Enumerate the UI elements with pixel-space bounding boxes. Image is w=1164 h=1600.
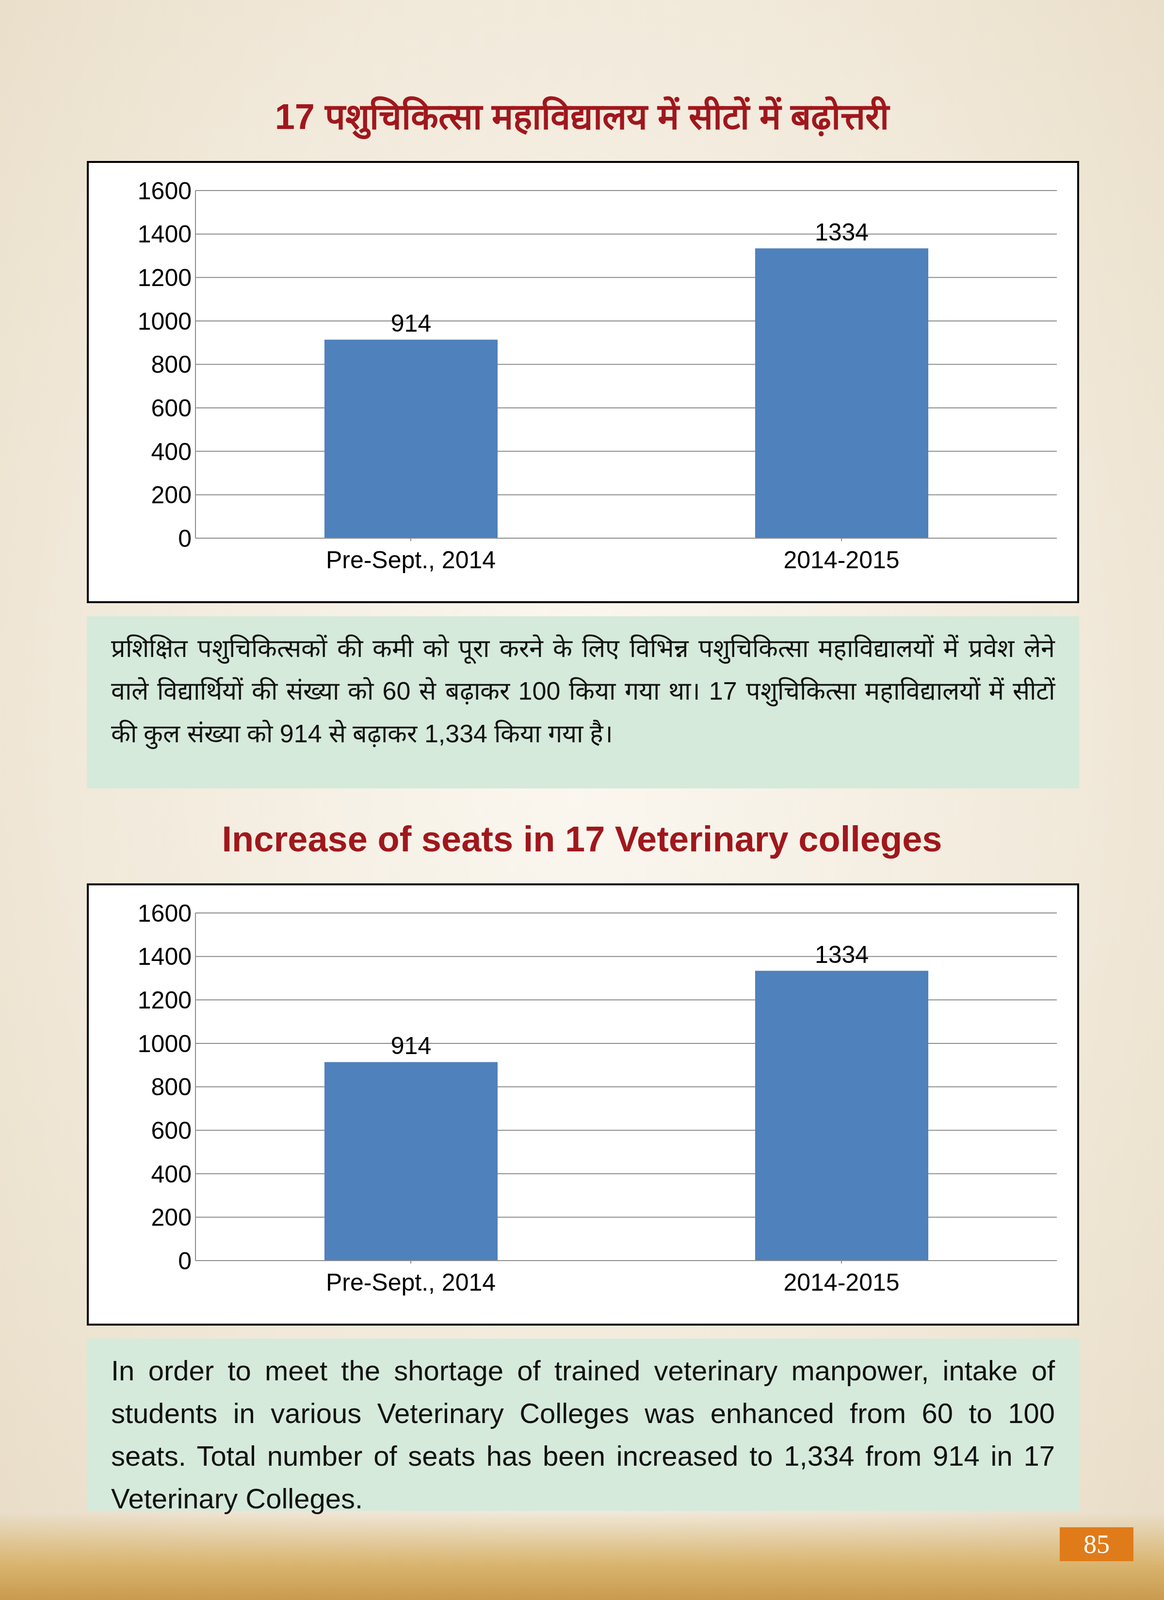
svg-text:1600: 1600 bbox=[137, 177, 192, 205]
svg-text:1000: 1000 bbox=[137, 1030, 192, 1058]
svg-text:0: 0 bbox=[177, 1247, 192, 1276]
html-text:In order to meet the shortage: In order to meet the shortage of trained… bbox=[111, 1355, 1055, 1515]
html-text:प्रशिक्षित पशुचिकित्सकों की कम: प्रशिक्षित पशुचिकित्सकों की कमी को पूरा … bbox=[111, 634, 1055, 748]
svg-text:914: 914 bbox=[390, 309, 432, 338]
svg-text:600: 600 bbox=[151, 1117, 192, 1145]
svg-text:200: 200 bbox=[151, 481, 192, 509]
svg-text:0: 0 bbox=[177, 525, 192, 553]
svg-text:1600: 1600 bbox=[137, 900, 192, 928]
html-text:17 पशुचिकित्सा महाविद्यालय में: 17 पशुचिकित्सा महाविद्यालय में सीटों में… bbox=[274, 96, 890, 137]
svg-text:400: 400 bbox=[151, 1161, 192, 1189]
svg-text:2014-2015: 2014-2015 bbox=[783, 546, 900, 574]
svg-text:Pre-Sept., 2014: Pre-Sept., 2014 bbox=[325, 546, 496, 574]
svg-text:800: 800 bbox=[151, 351, 192, 379]
svg-text:1000: 1000 bbox=[137, 307, 192, 336]
svg-text:600: 600 bbox=[151, 394, 192, 422]
svg-text:1200: 1200 bbox=[137, 986, 192, 1015]
svg-text:1334: 1334 bbox=[814, 218, 869, 246]
svg-text:2014-2015: 2014-2015 bbox=[783, 1269, 900, 1297]
html-text:85: 85 bbox=[1083, 1530, 1110, 1560]
svg-text:1400: 1400 bbox=[137, 943, 192, 971]
svg-text:200: 200 bbox=[151, 1204, 192, 1232]
svg-text:1400: 1400 bbox=[137, 220, 192, 248]
html-text:Increase of seats in 17 Veteri: Increase of seats in 17 Veterinary colle… bbox=[221, 819, 943, 860]
svg-text:Pre-Sept., 2014: Pre-Sept., 2014 bbox=[325, 1269, 496, 1297]
svg-text:914: 914 bbox=[390, 1032, 432, 1060]
svg-text:800: 800 bbox=[151, 1073, 192, 1101]
svg-text:400: 400 bbox=[151, 438, 192, 466]
svg-text:1334: 1334 bbox=[814, 941, 869, 969]
svg-text:1200: 1200 bbox=[137, 264, 192, 292]
